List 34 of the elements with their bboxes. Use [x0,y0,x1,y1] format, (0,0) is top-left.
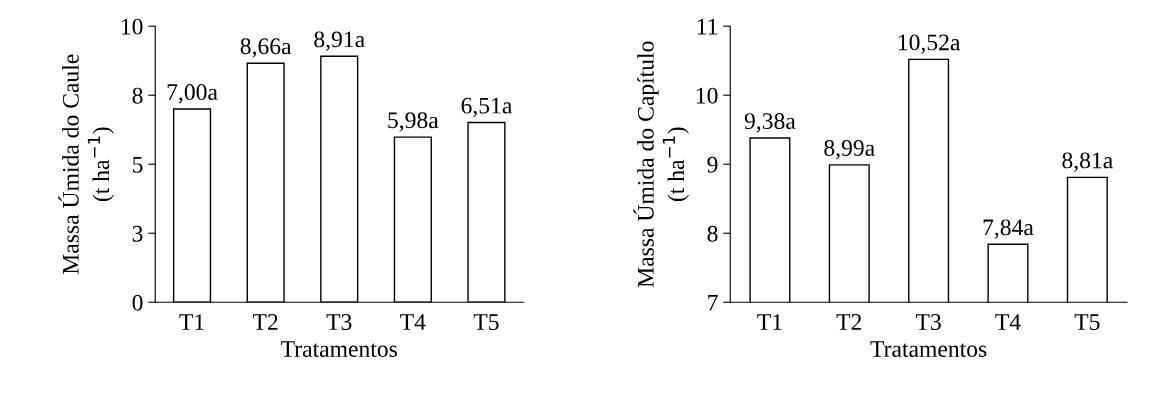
y-tick-label: 10 [121,18,143,35]
data-label: 8,99a [824,140,875,160]
y-tick-label: 5 [133,156,143,173]
data-label: 8,81a [1062,152,1113,172]
data-label: 10,52a [898,34,961,54]
x-tick-label: T1 [757,314,782,330]
y-tick-label: 10 [696,87,718,104]
x-tick-label: T2 [252,314,278,330]
data-label: 5,98a [388,112,439,132]
x-tick-label: T2 [836,314,862,330]
x-tick-label: T3 [915,314,941,330]
data-label: 7,00a [167,84,218,104]
data-label: 7,84a [983,219,1034,239]
x-tick-label: T5 [473,314,499,330]
x-tick-label: T4 [400,314,426,330]
y-tick-label: 8 [707,225,718,242]
data-label: 6,51a [461,97,513,117]
y-tick-label: 11 [697,18,718,35]
y-axis-title: Massa Úmida do Caule (t ha$^{−1}$) [58,54,114,275]
y-tick-label: 7 [708,294,718,311]
x-tick-label: T4 [995,314,1021,330]
y-tick-label: 3 [132,225,143,242]
x-axis-title: Tratamentos [281,341,397,357]
y-tick-label: 8 [132,87,143,104]
y-tick-label: 0 [132,294,143,311]
y-axis-title: Massa Úmida do Capítulo (t ha$^{−1}$) [633,41,689,288]
x-tick-label: T5 [1074,314,1100,330]
data-label: 8,91a [314,31,365,51]
x-tick-label: T1 [179,314,204,330]
x-axis-title: Tratamentos [870,341,987,357]
x-tick-label: T3 [326,314,352,330]
data-label: 9,38a [744,113,796,133]
data-label: 8,66a [240,38,292,58]
y-tick-label: 9 [707,156,718,173]
